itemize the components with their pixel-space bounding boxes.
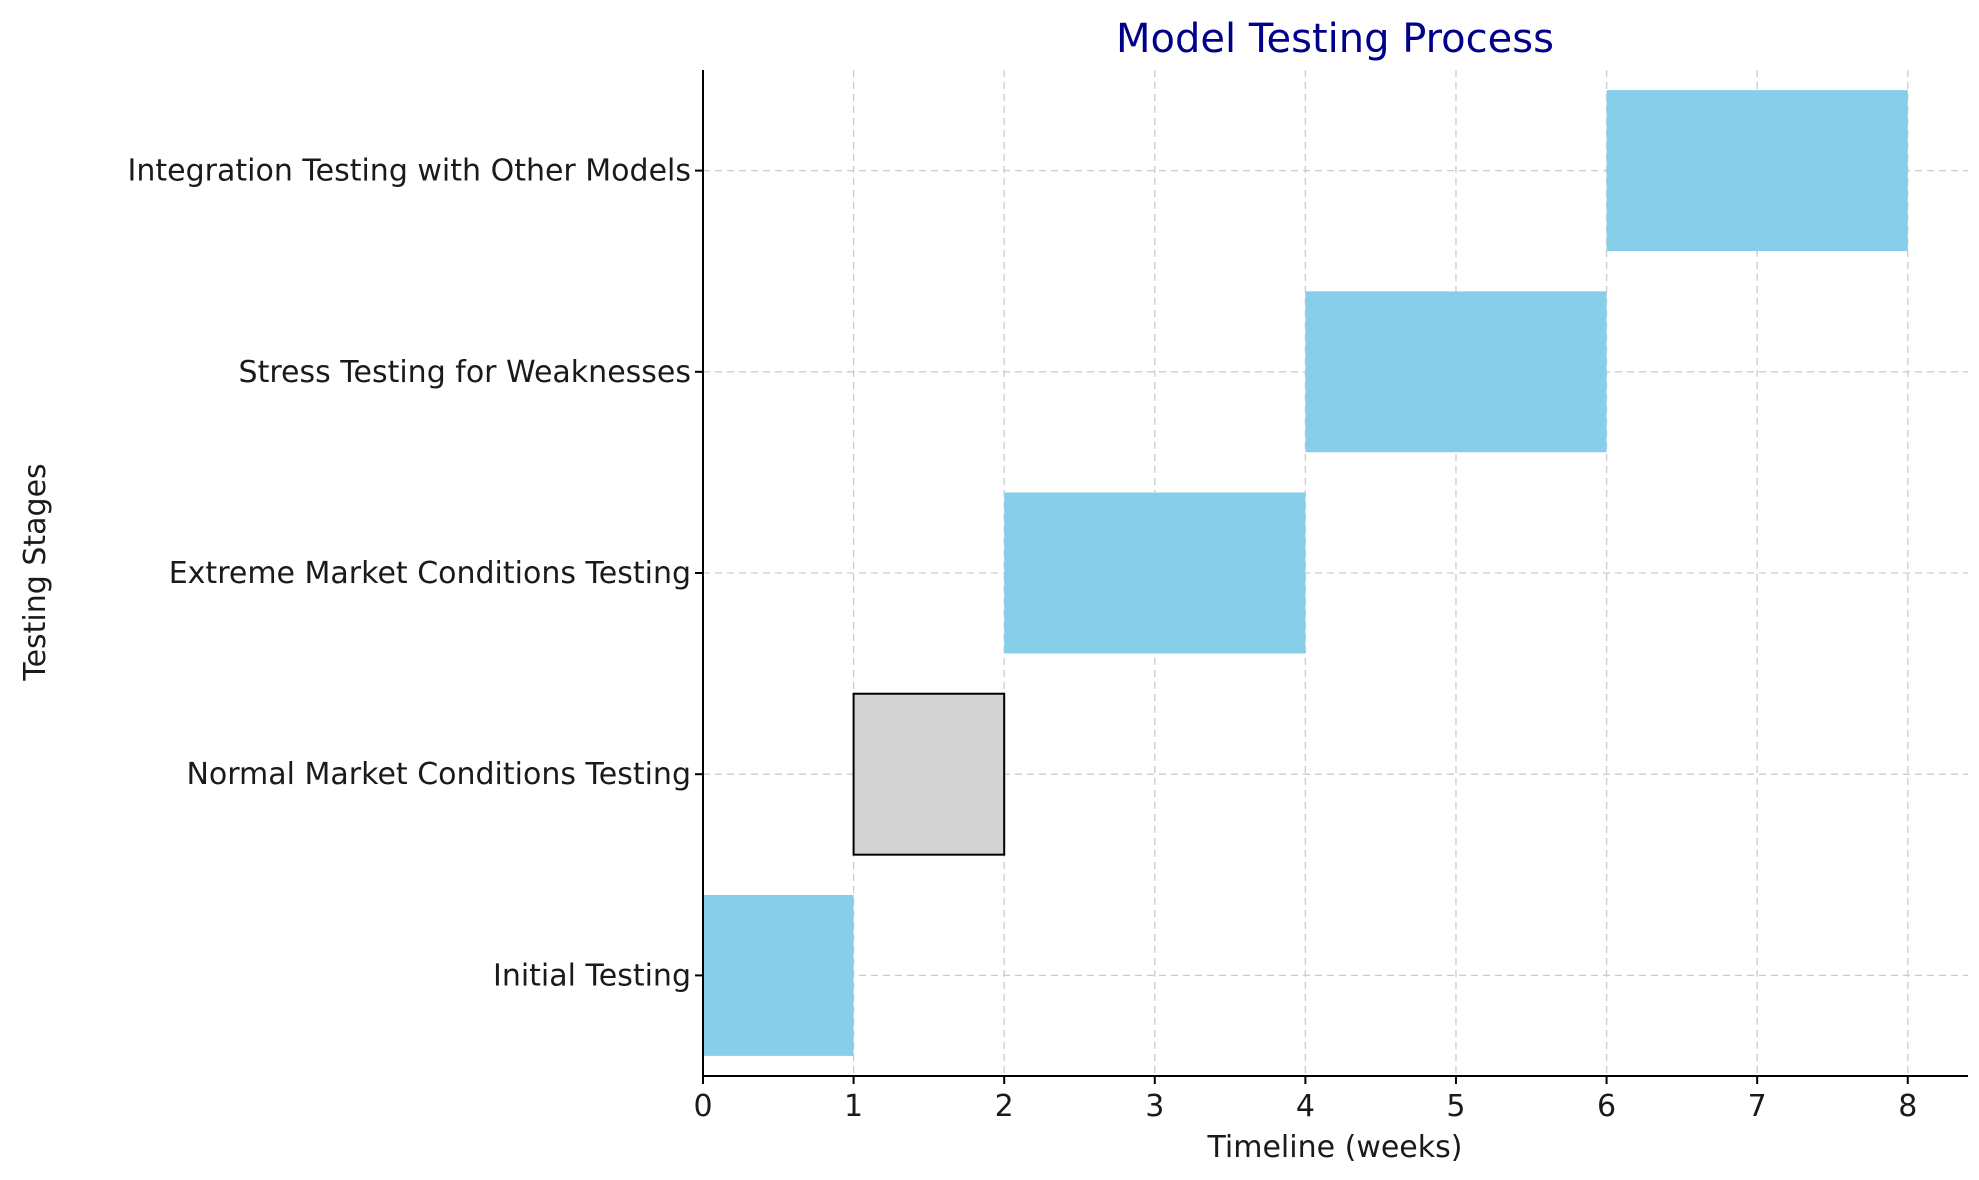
task-bar: [1305, 291, 1607, 453]
x-tick-label: 7: [1748, 1089, 1767, 1124]
task-bar: [852, 692, 1006, 856]
axes: 0 1 2 3 4 5 6 7 8 Initial Testing Normal Market Co…: [128, 70, 1968, 1124]
x-tick-label: 8: [1898, 1089, 1917, 1124]
x-tick-label: 2: [995, 1089, 1014, 1124]
x-tick-label: 0: [693, 1089, 712, 1124]
task-bar: [1606, 90, 1908, 252]
x-tick-label: 3: [1145, 1089, 1164, 1124]
y-tick-label: Initial Testing: [493, 958, 691, 993]
y-tick-label: Integration Testing with Other Models: [128, 154, 691, 189]
x-axis-title: Timeline (weeks): [1207, 1130, 1463, 1165]
x-tick-label: 6: [1597, 1089, 1616, 1124]
y-axis-title: Testing Stages: [18, 463, 53, 681]
x-tick-label: 1: [844, 1089, 863, 1124]
task-bar: [703, 894, 854, 1056]
y-tick-label: Normal Market Conditions Testing: [186, 757, 691, 792]
bars: [703, 90, 1908, 1056]
x-tick-label: 4: [1296, 1089, 1315, 1124]
y-tick-label: Extreme Market Conditions Testing: [169, 556, 691, 591]
task-bar: [1004, 492, 1306, 654]
x-tick-label: 5: [1446, 1089, 1465, 1124]
y-tick-label: Stress Testing for Weaknesses: [239, 355, 691, 390]
chart-title: Model Testing Process: [1116, 16, 1554, 62]
